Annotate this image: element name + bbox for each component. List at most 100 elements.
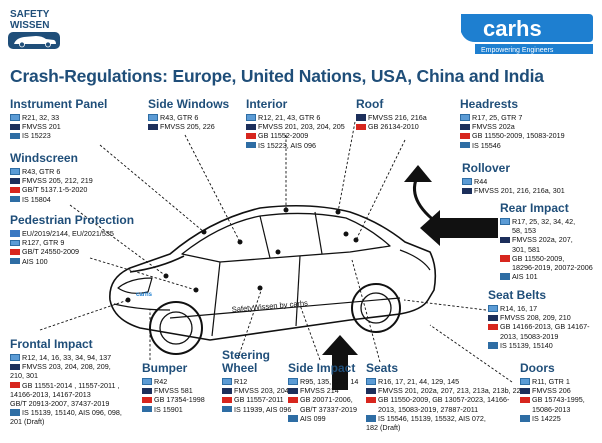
page-title: Crash-Regulations: Europe, United Nation…	[10, 66, 544, 86]
us-flag-icon	[148, 123, 158, 131]
reg-line: FMVSS 202a	[460, 122, 565, 131]
in-flag-icon	[10, 195, 20, 203]
carhs-wordmark: carhs	[483, 16, 542, 41]
reg-line: R95, 135, GTR 14	[288, 377, 358, 386]
side-impact-arrow	[322, 335, 358, 390]
cn-flag-icon	[222, 396, 232, 404]
cn-flag-icon	[366, 396, 376, 404]
heading-pedestrian-protection: Pedestrian Protection	[10, 213, 135, 227]
in-flag-icon	[246, 141, 256, 149]
reg-line: FMVSS 205, 212, 219	[10, 176, 93, 185]
heading-bumper: Bumper	[142, 361, 188, 375]
us-flag-icon	[142, 387, 152, 395]
reg-line: FMVSS 201	[10, 122, 61, 131]
reg-line: 182 (Draft)	[366, 422, 401, 432]
list-doors: R11, GTR 1 FMVSS 206 GB 15743-1995, 1508…	[520, 377, 585, 423]
carhs-tagline: Empowering Engineers	[481, 47, 554, 54]
reg-line: IS 15901	[142, 405, 205, 414]
un-flag-icon	[10, 114, 20, 121]
logo-wissen-text: WISSEN	[10, 20, 49, 31]
un-flag-icon	[10, 168, 20, 175]
un-flag-icon	[142, 378, 152, 385]
reg-line: GB 26134-2010	[356, 122, 427, 131]
heading-headrests: Headrests	[460, 97, 519, 111]
safetywissen-logo: SAFETY WISSEN	[8, 9, 60, 49]
in-flag-icon	[222, 405, 232, 413]
us-flag-icon	[462, 187, 472, 195]
us-flag-icon	[520, 387, 530, 395]
reg-line: FMVSS 201, 202a, 207, 213, 213a, 213b, 2…	[366, 386, 525, 395]
us-flag-icon	[460, 123, 470, 131]
reg-line: GB 11550-2009, GB 13057-2023, 14166-	[366, 395, 525, 404]
reg-line: R17, 25, GTR 7	[460, 113, 565, 122]
un-flag-icon	[10, 239, 20, 247]
list-side-impact: R95, 135, GTR 14 FMVSS 214 GB 20071-2006…	[288, 377, 358, 423]
reg-line: GB/T 5137.1-5-2020	[10, 185, 93, 194]
un-flag-icon	[148, 114, 158, 121]
un-flag-icon	[288, 378, 298, 385]
in-flag-icon	[10, 257, 20, 265]
reg-line: IS 15546, 15139, 15532, AIS 072,	[366, 414, 525, 423]
list-roof: FMVSS 216, 216a GB 26134-2010	[356, 113, 427, 131]
reg-line: FMVSS 201, 216, 216a, 301	[462, 186, 565, 195]
list-frontal-impact: R12, 14, 16, 33, 34, 94, 137 FMVSS 203, …	[10, 353, 122, 427]
car-front-badge: carhs	[136, 292, 153, 298]
reg-line: GB 11557-2011	[222, 395, 291, 404]
cn-flag-icon	[142, 396, 152, 404]
un-flag-icon	[10, 354, 20, 361]
reg-line: IS 15804	[10, 195, 93, 204]
un-flag-icon	[366, 378, 376, 385]
reg-line: 2013, 15083-2019	[500, 331, 559, 341]
un-flag-icon	[246, 114, 256, 121]
us-flag-icon	[10, 177, 20, 185]
reg-line: FMVSS 206	[520, 386, 585, 395]
car-illustration: SafetyWissen by carhs carhs	[109, 204, 437, 355]
reg-line: FMVSS 201, 203, 204, 205	[246, 122, 345, 131]
reg-line: R43, GTR 6	[148, 113, 215, 122]
eu-flag-icon	[10, 230, 20, 237]
list-windscreen: R43, GTR 6 FMVSS 205, 212, 219 GB/T 5137…	[10, 167, 93, 204]
reg-line: R12	[222, 377, 291, 386]
reg-line: R12, 14, 16, 33, 34, 94, 137	[10, 353, 122, 362]
cn-flag-icon	[246, 132, 256, 140]
un-flag-icon	[462, 178, 472, 185]
heading-rear-impact: Rear Impact	[500, 201, 569, 215]
reg-line: IS 15223	[10, 131, 61, 140]
reg-line: R21, 32, 33	[10, 113, 61, 122]
reg-line: GB 11550-2009, 15083-2019	[460, 131, 565, 140]
cn-flag-icon	[460, 132, 470, 140]
reg-line: FMVSS 203, 204	[222, 386, 291, 395]
reg-line: R17, 25, 32, 34, 42,	[500, 217, 593, 226]
heading-seats: Seats	[366, 361, 399, 375]
heading-side-impact: Side Impact	[288, 361, 356, 375]
in-flag-icon	[10, 409, 20, 416]
reg-line: GB 15743-1995,	[520, 395, 585, 404]
reg-line: GB/T 20913-2007, 37437-2019	[10, 398, 110, 408]
heading-steering-wheel: Steering Wheel	[222, 348, 271, 375]
in-flag-icon	[288, 415, 298, 422]
reg-line: GB 11551-2014 , 11557-2011 ,	[10, 381, 122, 390]
heading-doors: Doors	[520, 361, 555, 375]
us-flag-icon	[10, 123, 20, 131]
list-bumper: R42 FMVSS 581 GB 17354-1998 IS 15901	[142, 377, 205, 414]
reg-line: GB 20071-2006,	[288, 395, 358, 404]
un-flag-icon	[500, 218, 510, 225]
reg-line: R14, 16, 17	[488, 304, 590, 313]
cn-flag-icon	[356, 123, 366, 131]
list-headrests: R17, 25, GTR 7 FMVSS 202a GB 11550-2009,…	[460, 113, 565, 150]
reg-line: GB 17354-1998	[142, 395, 205, 404]
list-seats: R16, 17, 21, 44, 129, 145 FMVSS 201, 202…	[366, 377, 525, 432]
reg-line: R44	[462, 177, 565, 186]
reg-line: IS 15223, AIS 096	[246, 141, 345, 150]
un-flag-icon	[488, 305, 498, 312]
us-flag-icon	[222, 387, 232, 395]
carhs-logo: carhs Empowering Engineers	[461, 14, 593, 54]
cn-flag-icon	[520, 396, 530, 404]
list-interior: R12, 21, 43, GTR 6 FMVSS 201, 203, 204, …	[246, 113, 345, 150]
reg-line: R127, GTR 9	[10, 238, 114, 247]
reg-line: R12, 21, 43, GTR 6	[246, 113, 345, 122]
reg-line: AIS 099	[288, 414, 358, 423]
un-flag-icon	[222, 378, 232, 385]
heading-windscreen: Windscreen	[10, 151, 78, 165]
